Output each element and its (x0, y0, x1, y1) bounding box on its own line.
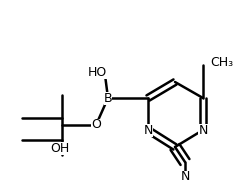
Text: OH: OH (50, 142, 69, 154)
Text: CH₃: CH₃ (210, 55, 233, 69)
Text: N: N (143, 124, 153, 136)
Text: HO: HO (88, 66, 106, 78)
Text: O: O (91, 119, 101, 131)
Text: B: B (104, 92, 112, 105)
Text: N: N (180, 170, 190, 184)
Text: N: N (198, 124, 208, 136)
